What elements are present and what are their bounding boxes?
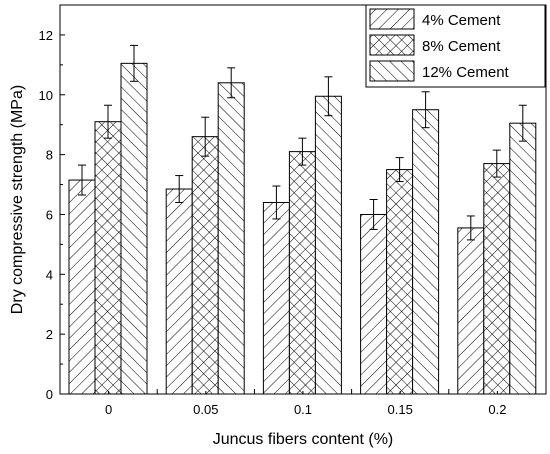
x-tick-label: 0.15: [388, 402, 413, 417]
y-tick-label: 0: [46, 387, 53, 402]
legend-swatch: [369, 8, 415, 30]
bar: [314, 95, 342, 395]
legend-label: 8% Cement: [422, 38, 501, 55]
y-axis: 0 2 4 6 8 10 12: [39, 28, 65, 402]
bar: [120, 62, 148, 395]
bar: [191, 136, 219, 395]
legend-label: 4% Cement: [422, 12, 501, 29]
bar: [165, 188, 193, 395]
bars-group: [68, 62, 537, 395]
bar: [217, 82, 245, 395]
bar: [68, 179, 96, 395]
bar: [288, 151, 316, 395]
error-bars-group: [78, 44, 527, 241]
x-tick-label: 0.2: [488, 402, 506, 417]
legend-swatch: [369, 34, 415, 56]
x-tick-label: 0.1: [294, 402, 312, 417]
y-axis-label: Dry compressive strength (MPa): [9, 85, 26, 314]
x-axis: 0 0.05 0.1 0.15 0.2: [59, 389, 547, 417]
legend: 4% Cement 8% Cement 12% Cement: [365, 4, 546, 88]
bar: [483, 163, 511, 395]
bar: [509, 122, 537, 395]
bar: [457, 227, 485, 395]
y-tick-label: 6: [46, 207, 53, 222]
bar: [262, 201, 290, 395]
y-tick-label: 2: [46, 327, 53, 342]
legend-label: 12% Cement: [422, 64, 510, 81]
bar: [386, 169, 414, 395]
y-tick-label: 10: [39, 88, 53, 103]
y-tick-label: 8: [46, 148, 53, 163]
x-tick-label: 0.05: [193, 402, 218, 417]
legend-swatch: [369, 60, 415, 82]
bar: [412, 109, 440, 395]
y-tick-label: 4: [46, 267, 53, 282]
bar: [94, 121, 122, 395]
y-tick-label: 12: [39, 28, 53, 43]
x-axis-label: Juncus fibers content (%): [213, 431, 394, 448]
bar: [360, 213, 388, 395]
x-tick-label: 0: [105, 402, 112, 417]
